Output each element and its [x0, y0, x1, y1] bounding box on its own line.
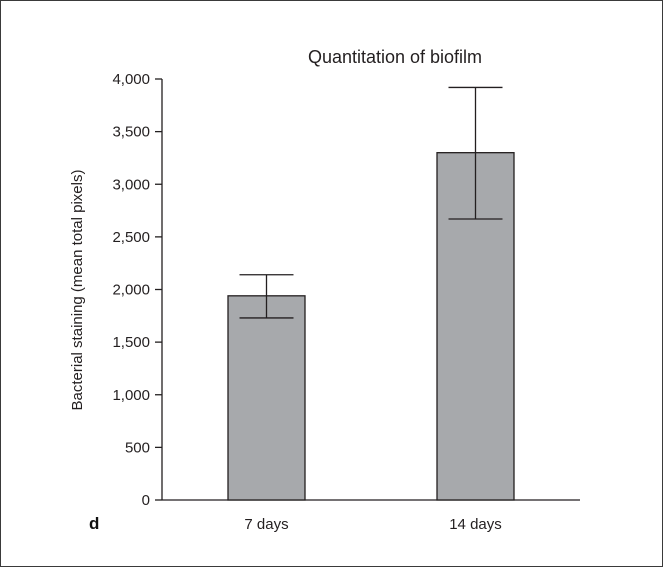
bar-7-days [227, 295, 306, 501]
y-tick-label: 0 [142, 492, 150, 509]
y-tick-label: 3,000 [112, 176, 150, 193]
y-tick-label: 500 [125, 439, 150, 456]
panel-label: d [89, 514, 100, 533]
x-tick-label: 7 days [244, 516, 288, 533]
y-tick-label: 4,000 [112, 71, 150, 88]
y-tick-label: 3,500 [112, 124, 150, 141]
y-tick-label: 1,500 [112, 334, 150, 351]
chart-title: Quantitation of biofilm [308, 47, 482, 67]
y-tick-label: 2,500 [112, 229, 150, 246]
x-tick-label: 14 days [449, 516, 502, 533]
bars-group [227, 86, 515, 501]
y-axis-label: Bacterial staining (mean total pixels) [69, 170, 86, 411]
y-tick-label: 1,000 [112, 387, 150, 404]
y-tick-label: 2,000 [112, 282, 150, 299]
